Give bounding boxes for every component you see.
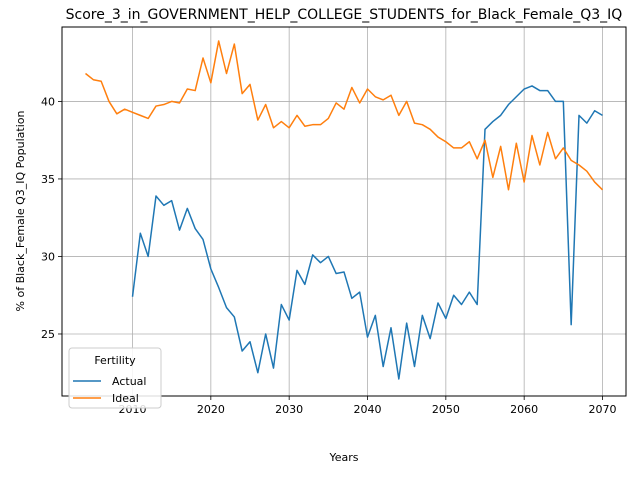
y-tick-label: 35	[41, 173, 55, 186]
y-tick-label: 40	[41, 95, 55, 108]
y-tick-label: 25	[41, 328, 55, 341]
x-tick-label: 2040	[354, 403, 382, 416]
y-axis-ticks: 25 30 35 40	[41, 95, 62, 341]
legend-box	[68, 347, 162, 409]
legend-entries: Actual Ideal	[73, 375, 146, 405]
legend-label-ideal: Ideal	[112, 392, 139, 405]
chart-title: Score_3_in_GOVERNMENT_HELP_COLLEGE_STUDE…	[66, 7, 623, 23]
x-tick-label: 2050	[432, 403, 460, 416]
series-line-actual	[131, 85, 603, 380]
grid-lines	[62, 27, 626, 396]
x-tick-label: 2020	[197, 403, 225, 416]
plot-frame	[61, 26, 627, 397]
series-line-ideal	[85, 40, 604, 191]
x-axis-label: Years	[328, 451, 358, 464]
x-tick-label: 2060	[510, 403, 538, 416]
x-tick-label: 2070	[589, 403, 617, 416]
y-tick-label: 30	[41, 250, 55, 263]
legend-label-actual: Actual	[112, 375, 146, 388]
legend: Fertility Actual Ideal	[68, 347, 162, 409]
x-tick-label: 2030	[275, 403, 303, 416]
series-lines	[85, 40, 604, 380]
x-axis-ticks: 2010 2020 2030 2040 2050 2060 2070	[119, 396, 617, 416]
legend-title: Fertility	[94, 354, 136, 367]
y-axis-label: % of Black_Female Q3_IQ Population	[14, 111, 27, 312]
